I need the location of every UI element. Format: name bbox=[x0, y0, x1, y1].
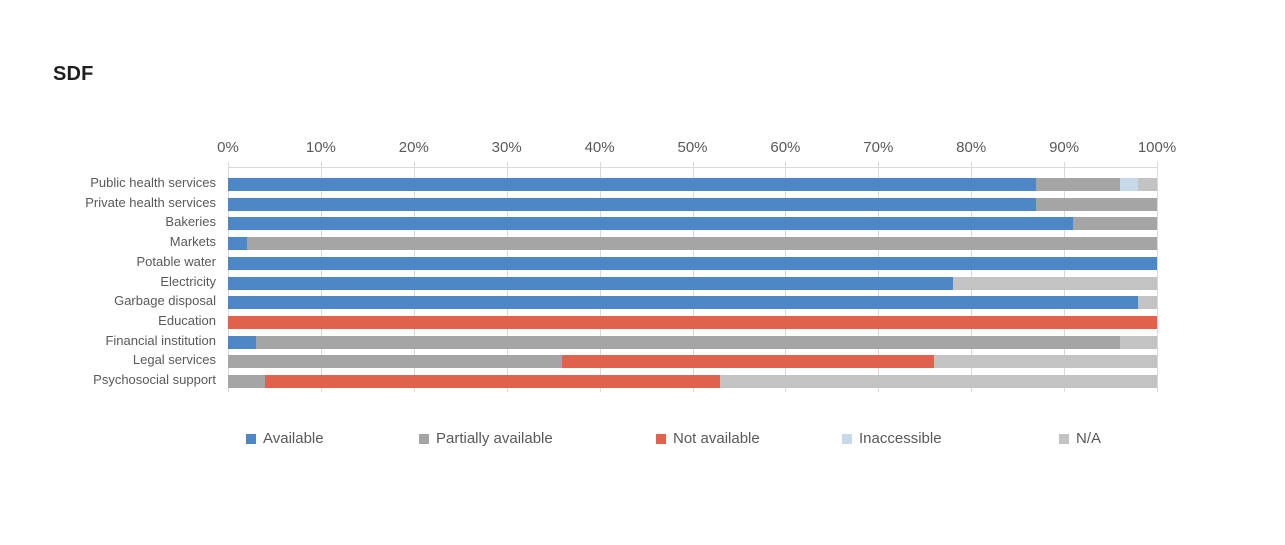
bar-segment-partially-available[interactable] bbox=[1036, 178, 1120, 191]
category-label: Bakeries bbox=[165, 214, 216, 230]
bar-row bbox=[228, 335, 1157, 349]
chart-title: SDF bbox=[53, 63, 94, 85]
category-axis: Public health services Private health ser… bbox=[0, 167, 222, 391]
category-label: Public health services bbox=[90, 175, 216, 190]
category-label: Garbage disposal bbox=[114, 293, 216, 309]
bar-segment-available[interactable] bbox=[228, 335, 256, 349]
bar-segment-available[interactable] bbox=[228, 178, 1037, 191]
bar-segment-n-a[interactable] bbox=[1138, 178, 1157, 191]
legend-swatch-icon bbox=[246, 433, 256, 444]
axis-tick-mark bbox=[228, 162, 229, 168]
legend-item-partially-available[interactable]: Partially available bbox=[419, 430, 553, 447]
legend-label: Available bbox=[263, 430, 324, 447]
axis-tick-mark bbox=[878, 162, 880, 168]
bar-segment-n-a[interactable] bbox=[720, 375, 1157, 388]
bar-segment-available[interactable] bbox=[228, 197, 1037, 211]
category-label: Markets bbox=[169, 234, 216, 250]
axis-tick-mark bbox=[1064, 162, 1066, 168]
legend-item-inaccessible[interactable]: Inaccessible bbox=[842, 430, 942, 447]
category-label: Psychosocial support bbox=[93, 372, 216, 387]
bar-row bbox=[228, 375, 1157, 388]
legend-swatch-icon bbox=[842, 433, 852, 444]
bar-segment-available[interactable] bbox=[228, 256, 1157, 270]
legend: Available Partially available Not availabl… bbox=[0, 430, 1285, 450]
bar-segment-partially-available[interactable] bbox=[1036, 197, 1157, 211]
bar-row bbox=[228, 256, 1157, 270]
bar-segment-partially-available[interactable] bbox=[228, 375, 266, 388]
bar-segment-not-available[interactable] bbox=[265, 375, 721, 388]
axis-tick-mark bbox=[692, 162, 694, 168]
category-label: Private health services bbox=[85, 194, 216, 210]
bar-row bbox=[228, 178, 1157, 191]
bar-row bbox=[228, 237, 1157, 251]
legend-item-not-available[interactable]: Not available bbox=[656, 430, 760, 447]
legend-swatch-icon bbox=[1059, 433, 1069, 444]
axis-tick-label: 60% bbox=[770, 139, 801, 156]
axis-tick-label: 10% bbox=[305, 139, 336, 156]
bar-segment-available[interactable] bbox=[228, 296, 1139, 310]
bar-segment-available[interactable] bbox=[228, 217, 1074, 231]
category-label: Electricity bbox=[160, 273, 216, 289]
axis-tick-label: 40% bbox=[584, 139, 615, 156]
legend-label: Not available bbox=[673, 430, 760, 447]
axis-tick-mark bbox=[785, 162, 787, 168]
bar-segment-n-a[interactable] bbox=[952, 276, 1157, 290]
legend-swatch-icon bbox=[419, 433, 429, 444]
axis-tick-mark bbox=[971, 162, 973, 168]
bar-segment-partially-available[interactable] bbox=[228, 355, 563, 369]
axis-tick-mark bbox=[1157, 162, 1158, 168]
axis-tick-mark bbox=[599, 162, 601, 168]
bar-segment-n-a[interactable] bbox=[1138, 296, 1157, 310]
bar-segment-available[interactable] bbox=[228, 237, 247, 251]
bar-row bbox=[228, 296, 1157, 310]
axis-tick-label: 80% bbox=[956, 139, 987, 156]
bar-row bbox=[228, 217, 1157, 231]
axis-tick-label: 50% bbox=[677, 139, 708, 156]
legend-label: Partially available bbox=[436, 430, 553, 447]
gridline bbox=[1157, 168, 1158, 392]
category-label: Financial institution bbox=[105, 332, 216, 348]
legend-label: Inaccessible bbox=[859, 430, 942, 447]
bar-segment-not-available[interactable] bbox=[562, 355, 935, 369]
bar-row bbox=[228, 197, 1157, 211]
legend-label: N/A bbox=[1076, 430, 1102, 447]
axis-tick-mark bbox=[320, 162, 322, 168]
axis-tick-label: 70% bbox=[863, 139, 894, 156]
axis-tick-label: 90% bbox=[1049, 139, 1080, 156]
bar-segment-partially-available[interactable] bbox=[255, 335, 1120, 349]
axis-tick-mark bbox=[413, 162, 415, 168]
x-axis: 0% 10% 20% 30% 40% 50% 60% 70% 80% 90% 100% bbox=[0, 139, 1285, 159]
bar-segment-n-a[interactable] bbox=[1119, 335, 1157, 349]
axis-tick-mark bbox=[506, 162, 508, 168]
legend-item-available[interactable]: Available bbox=[246, 430, 324, 447]
axis-tick-label: 100% bbox=[1137, 139, 1177, 156]
bar-row bbox=[228, 276, 1157, 290]
bar-segment-n-a[interactable] bbox=[934, 355, 1157, 369]
plot-area bbox=[228, 162, 1158, 392]
bar-row bbox=[228, 315, 1157, 329]
category-label: Potable water bbox=[136, 253, 217, 269]
legend-item-n-a[interactable]: N/A bbox=[1059, 430, 1101, 447]
axis-tick-label: 0% bbox=[217, 139, 239, 156]
legend-swatch-icon bbox=[656, 433, 666, 444]
bar-segment-inaccessible[interactable] bbox=[1119, 178, 1139, 191]
bar-segment-not-available[interactable] bbox=[228, 315, 1157, 329]
category-label: Education bbox=[158, 312, 216, 328]
bar-row bbox=[228, 355, 1157, 369]
bar-segment-partially-available[interactable] bbox=[1073, 217, 1157, 231]
axis-tick-label: 30% bbox=[491, 139, 522, 156]
category-label: Legal services bbox=[132, 352, 216, 368]
axis-tick-label: 20% bbox=[398, 139, 429, 156]
bar-segment-partially-available[interactable] bbox=[246, 237, 1157, 251]
bar-segment-available[interactable] bbox=[228, 276, 953, 290]
